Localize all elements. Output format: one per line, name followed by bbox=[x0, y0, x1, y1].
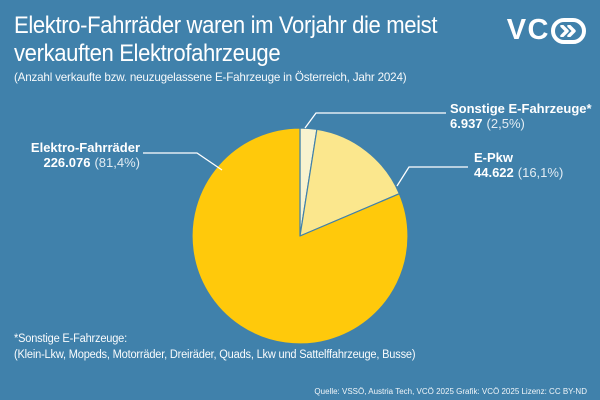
source-credit: Quelle: VSSÖ, Austria Tech, VCÖ 2025 Gra… bbox=[314, 387, 587, 396]
callout-sonstige: Sonstige E-Fahrzeuge* 6.937 (2,5%) bbox=[450, 101, 592, 131]
leader-line-epkw bbox=[396, 166, 468, 187]
callout-value-line: 6.937 (2,5%) bbox=[450, 116, 592, 131]
vcoe-logo-chevron-pill-icon bbox=[551, 17, 586, 44]
double-chevron-icon bbox=[559, 24, 576, 37]
callout-percent: (2,5%) bbox=[486, 116, 525, 131]
vcoe-logo: VC bbox=[507, 16, 586, 45]
callout-label: Elektro-Fahrräder bbox=[30, 140, 140, 155]
pie-slices-group bbox=[191, 127, 409, 345]
pie-slice-e-pkw bbox=[299, 128, 400, 237]
footnote-line-1: *Sonstige E-Fahrzeuge: bbox=[14, 333, 127, 345]
leader-line-sonstige bbox=[304, 112, 446, 129]
callout-percent: (16,1%) bbox=[517, 165, 564, 180]
footnote-line-2: (Klein-Lkw, Mopeds, Motorräder, Dreiräde… bbox=[14, 349, 416, 361]
page-title: Elektro-Fahrräder waren im Vorjahr die m… bbox=[14, 12, 474, 68]
callout-label: E-Pkw bbox=[474, 150, 514, 165]
callout-elektro-fahrraeder: Elektro-Fahrräder 226.076 (81,4%) bbox=[0, 140, 140, 170]
callout-label: Sonstige E-Fahrzeuge* bbox=[450, 101, 592, 116]
title-line-1: Elektro-Fahrräder waren im Vorjahr die m… bbox=[14, 12, 438, 39]
title-line-2: verkauften Elektrofahrzeuge bbox=[14, 40, 281, 67]
callout-percent: (81,4%) bbox=[94, 155, 140, 170]
footnote: *Sonstige E-Fahrzeuge: (Klein-Lkw, Moped… bbox=[14, 331, 416, 363]
leader-line-elektro-fahrraeder bbox=[143, 152, 223, 171]
callout-epkw: E-Pkw 44.622 (16,1%) bbox=[474, 150, 563, 180]
pie-slice-elektro-fahrr-der bbox=[191, 127, 409, 345]
callout-value: 6.937 bbox=[450, 116, 483, 131]
callout-value-line: 44.622 (16,1%) bbox=[474, 165, 563, 180]
callout-value: 226.076 bbox=[43, 155, 91, 170]
callout-value: 44.622 bbox=[474, 165, 514, 180]
callout-value-line: 226.076 (81,4%) bbox=[0, 155, 140, 170]
vcoe-logo-text: VC bbox=[506, 14, 550, 46]
chart-subtitle: (Anzahl verkaufte bzw. neuzugelassene E-… bbox=[14, 70, 407, 84]
